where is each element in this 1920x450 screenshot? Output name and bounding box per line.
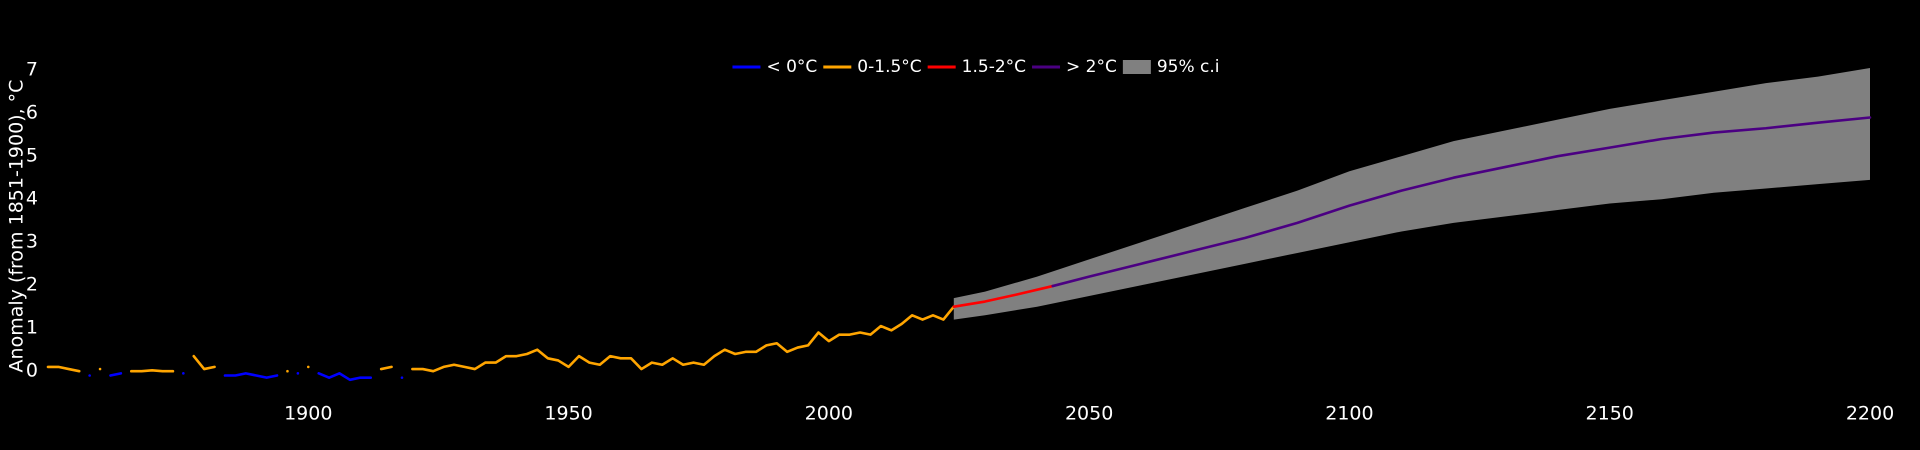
y-axis-label: Anomaly (from 1851-1900), °C [6, 80, 28, 373]
y-tick-label: 2 [26, 274, 38, 296]
y-tick-label: 5 [26, 145, 38, 167]
y-tick-label: 7 [26, 59, 38, 81]
x-tick-label: 1900 [284, 403, 332, 425]
confidence-band [953, 68, 1870, 320]
y-tick-label: 1 [26, 317, 38, 339]
legend-label: < 0°C [766, 57, 817, 77]
legend-label: > 2°C [1066, 57, 1117, 77]
legend-label: 95% c.i [1157, 57, 1220, 77]
x-tick-label: 2000 [805, 403, 853, 425]
legend-item: > 2°C [1032, 57, 1117, 77]
series-line [1051, 116, 1872, 288]
legend-item: < 0°C [732, 57, 817, 77]
legend-item: 0-1.5°C [823, 57, 922, 77]
legend-label: 1.5-2°C [962, 57, 1026, 77]
legend-swatch [1122, 60, 1151, 74]
series-line [88, 372, 404, 382]
x-tick-label: 2050 [1065, 403, 1113, 425]
y-tick-label: 3 [26, 231, 38, 253]
legend-label: 0-1.5°C [857, 57, 921, 77]
y-tick-label: 4 [26, 188, 38, 210]
y-tick-label: 6 [26, 102, 38, 124]
legend-item: 95% c.i [1122, 57, 1220, 77]
series-line [46, 305, 956, 373]
y-tick-label: 0 [26, 360, 38, 382]
x-tick-label: 2100 [1325, 403, 1373, 425]
x-tick-label: 1950 [544, 403, 592, 425]
series-line [952, 284, 1054, 308]
x-tick-label: 2150 [1586, 403, 1634, 425]
x-tick-label: 2200 [1846, 403, 1894, 425]
legend: < 0°C 0-1.5°C 1.5-2°C > 2°C 95% c.i [732, 57, 1220, 77]
legend-item: 1.5-2°C [927, 57, 1026, 77]
